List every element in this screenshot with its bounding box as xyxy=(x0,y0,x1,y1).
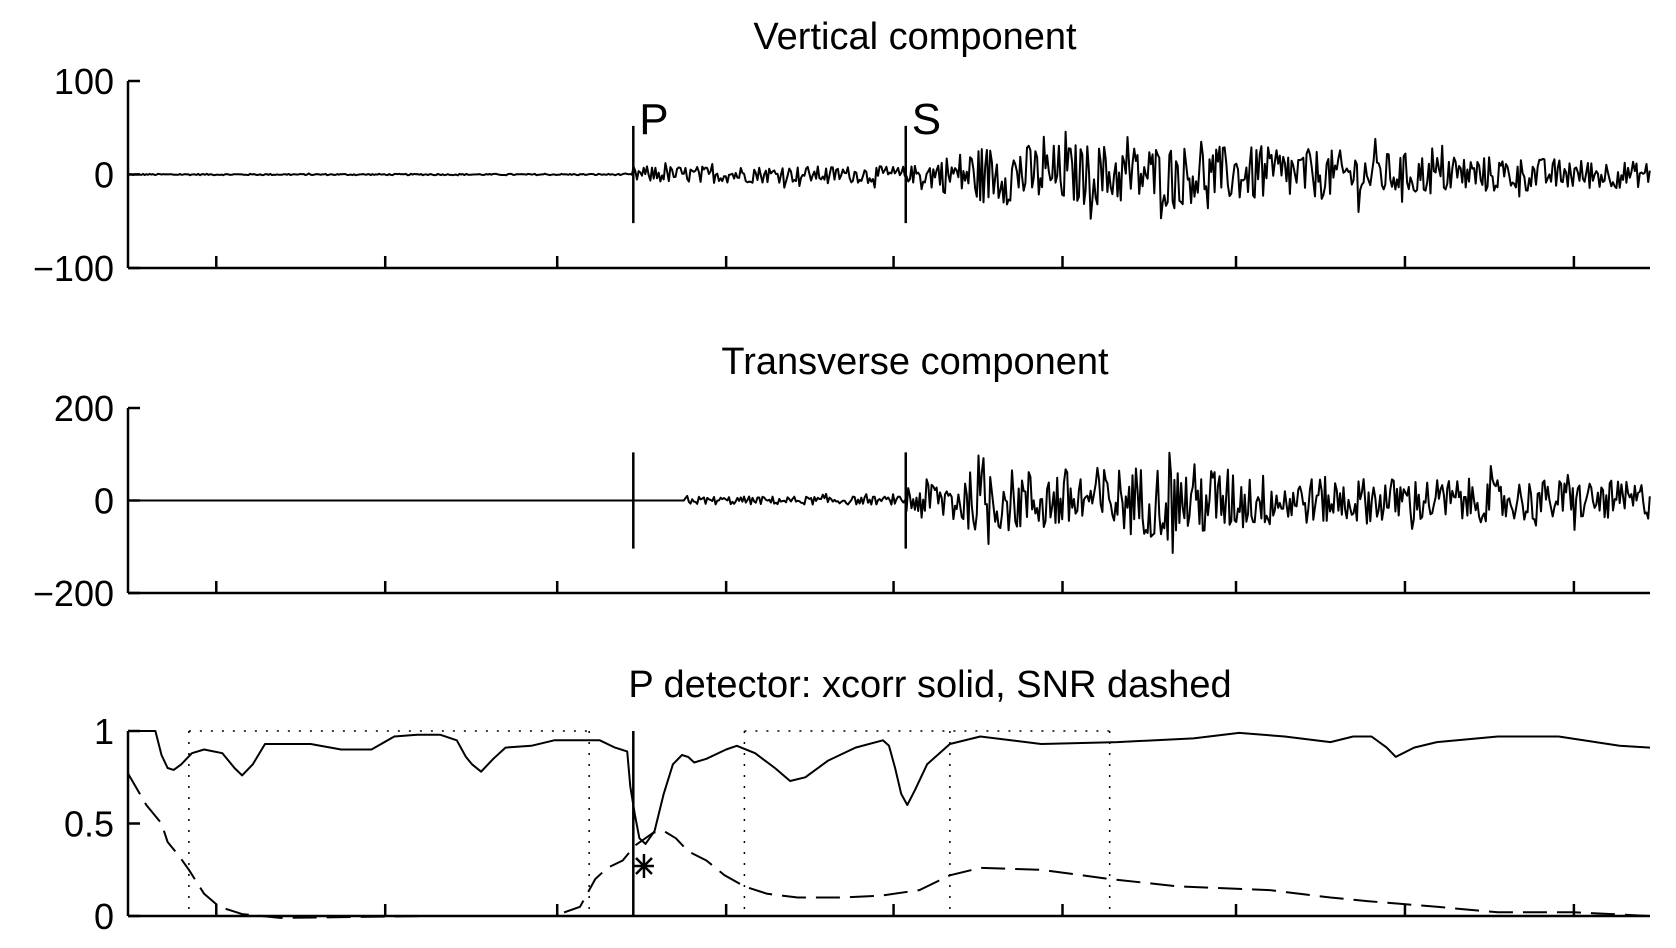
seismogram-trace xyxy=(128,130,1651,220)
y-tick-label: 0 xyxy=(94,155,114,196)
y-tick-label: 0.5 xyxy=(64,804,114,845)
arrival-label-p: P xyxy=(639,95,668,144)
arrival-label-s: S xyxy=(912,95,941,144)
transverse-component-panel: Transverse component 200 0 −200 xyxy=(33,341,1651,614)
panel-title: Transverse component xyxy=(721,341,1109,383)
y-tick-label: 100 xyxy=(54,61,114,102)
y-tick-label: 0 xyxy=(94,896,114,937)
p-detector-panel: P detector: xcorr solid, SNR dashed 1 0.5… xyxy=(64,664,1651,937)
detection-point-stroke xyxy=(635,857,653,875)
seismogram-trace xyxy=(128,451,1651,554)
detection-point xyxy=(633,854,654,879)
y-tick-label: 1 xyxy=(94,711,114,752)
panel-title: Vertical component xyxy=(753,16,1077,58)
y-tick-label: −100 xyxy=(33,248,114,289)
xcorr-solid-line xyxy=(128,730,1651,845)
snr-dashed-line xyxy=(127,772,1651,919)
panel-title: P detector: xcorr solid, SNR dashed xyxy=(628,664,1231,706)
y-tick-label: 0 xyxy=(94,481,114,522)
vertical-component-panel: Vertical component 100 0 −100 P S xyxy=(33,16,1651,289)
y-tick-label: −200 xyxy=(33,573,114,614)
y-tick-label: 200 xyxy=(54,388,114,429)
